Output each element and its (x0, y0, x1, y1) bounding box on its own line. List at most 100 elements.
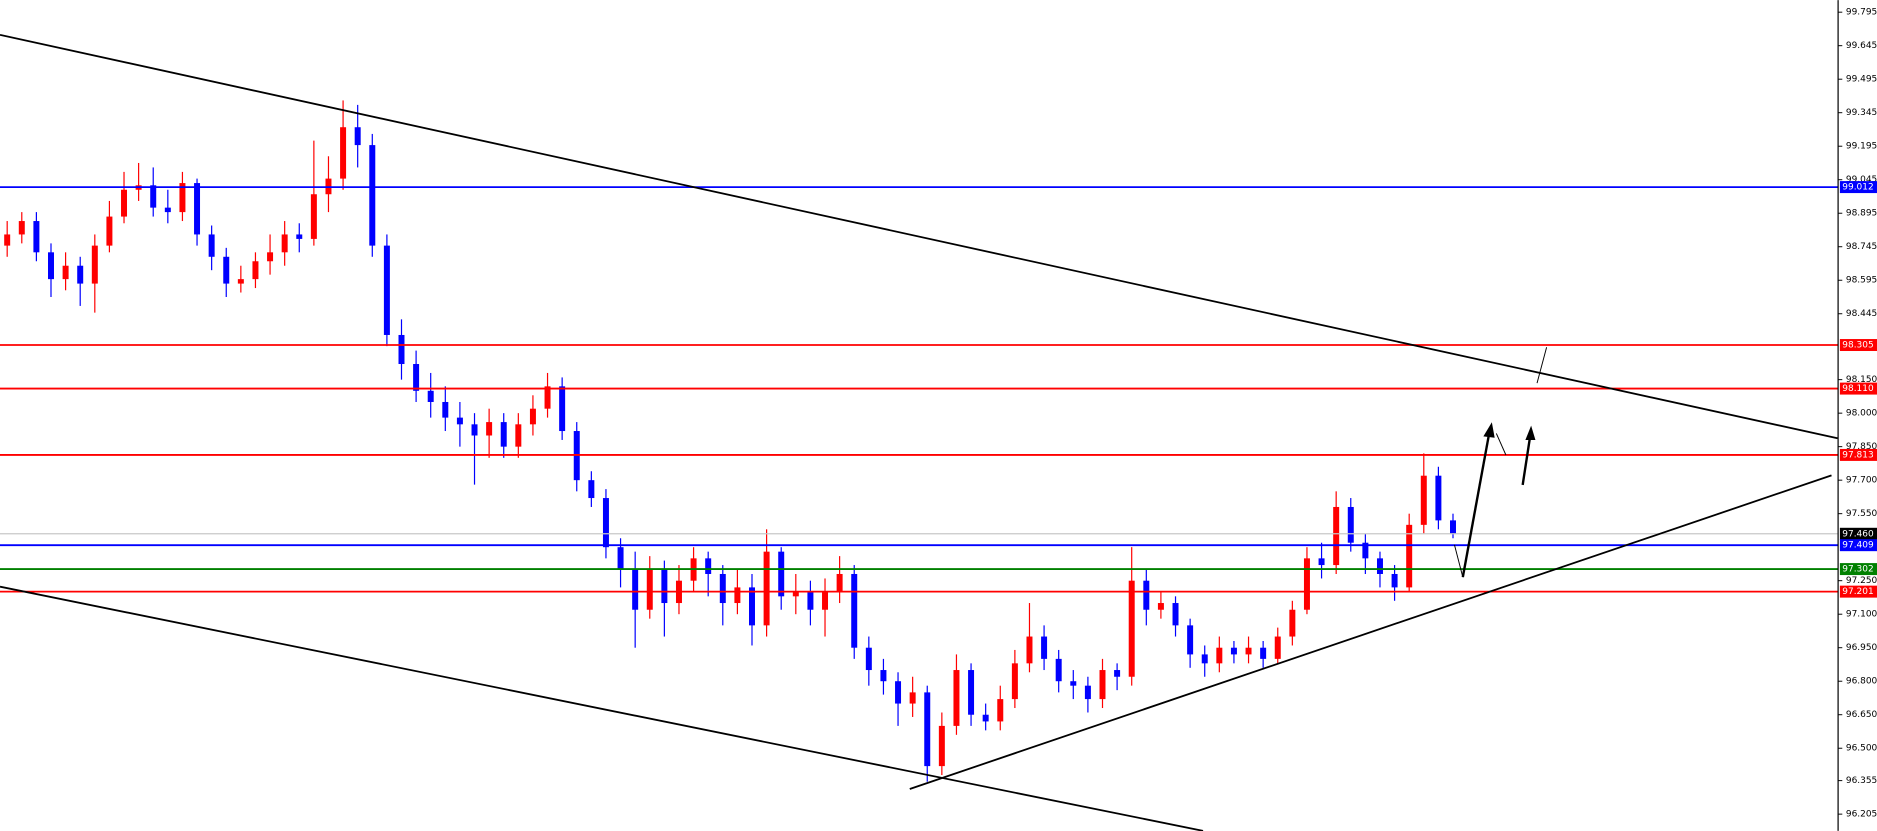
candle-body (281, 234, 288, 253)
y-tick-label: 96.500 (1846, 744, 1877, 754)
candle-body (1391, 573, 1398, 588)
trend-line (909, 474, 1832, 790)
arrow-head (1483, 422, 1495, 438)
levels: 99.012 98.305 98.110 97.813 97.460 97.409 97.3… (0, 181, 1877, 598)
y-tick-label: 99.345 (1846, 108, 1877, 118)
candle-body (1245, 647, 1252, 655)
candle-body (1026, 636, 1033, 664)
candle-body (1041, 636, 1048, 659)
candle-body (208, 234, 215, 257)
candle-body (559, 386, 566, 432)
candle-body (1420, 475, 1427, 525)
level-label-bg (1839, 539, 1877, 552)
candle-body (4, 234, 11, 246)
candle-body (719, 573, 726, 604)
candle-body (223, 256, 230, 284)
trend-line (0, 585, 1204, 831)
projection-line (1495, 433, 1507, 456)
level-label: 98.305 (1842, 341, 1873, 351)
level-label-bg (1839, 527, 1877, 540)
candle-body (369, 145, 376, 246)
candle-body (310, 194, 317, 239)
candle-body (1303, 558, 1310, 610)
y-tick-label: 96.650 (1846, 710, 1877, 720)
candle-body (1347, 506, 1354, 543)
candle-body (91, 245, 98, 284)
candle-body (354, 127, 361, 146)
candle-body (150, 185, 157, 208)
y-tick-label: 96.205 (1846, 810, 1877, 820)
candle-body (1333, 506, 1340, 566)
candle-body (48, 252, 54, 280)
candle-body (807, 591, 814, 610)
candle-body (822, 591, 829, 610)
candle-body (880, 670, 887, 682)
candles (4, 100, 1456, 782)
y-tick-label: 97.550 (1846, 509, 1877, 519)
level-label: 98.110 (1842, 384, 1874, 394)
y-tick-label: 98.745 (1846, 242, 1877, 252)
candle-body (617, 547, 624, 570)
candle-body (1376, 558, 1383, 574)
candle-body (237, 279, 244, 284)
candle-body (1143, 580, 1150, 610)
candle-body (515, 424, 522, 447)
candle-body (661, 569, 668, 604)
y-tick-label: 96.800 (1846, 677, 1877, 687)
y-tick-label: 97.700 (1846, 476, 1877, 486)
y-tick-label: 96.950 (1846, 643, 1877, 653)
y-tick-label: 97.250 (1846, 576, 1877, 586)
candle-body (1157, 603, 1164, 610)
level-label-bg (1839, 339, 1877, 352)
candle-body (1201, 654, 1208, 664)
y-tick-label: 97.100 (1846, 610, 1877, 620)
candle-body (1114, 670, 1121, 677)
level-label-bg (1839, 448, 1877, 461)
candle-body (1450, 520, 1456, 534)
projection-arrow (1521, 438, 1532, 486)
candle-body (1099, 670, 1106, 700)
candle-body (588, 480, 595, 499)
candle-body (121, 189, 128, 217)
y-tick-label: 99.645 (1846, 41, 1877, 51)
candle-body (602, 498, 609, 548)
projection-arrow (1461, 433, 1491, 578)
level-label: 97.201 (1842, 587, 1873, 597)
candle-body (792, 591, 799, 597)
y-tick-label: 99.495 (1846, 75, 1877, 85)
y-tick-label: 99.195 (1846, 142, 1877, 152)
candle-body (529, 408, 536, 425)
candle-body (909, 692, 916, 704)
candle-body (442, 401, 449, 418)
y-tick-label: 98.445 (1846, 309, 1877, 319)
level-label: 99.012 (1842, 183, 1873, 193)
level-label-bg (1839, 382, 1877, 395)
candle-body (1362, 542, 1369, 559)
candle-body (778, 551, 785, 597)
candle-body (734, 587, 741, 604)
candle-body (1318, 558, 1325, 566)
candle-body (1289, 609, 1296, 637)
candle-body (413, 364, 420, 391)
candle-body (1084, 685, 1091, 700)
y-tick-label: 97.850 (1846, 442, 1877, 452)
price-axis: 99.795 99.645 99.495 99.345 99.195 99.045 98.8… (1837, 8, 1877, 820)
candle-body (851, 573, 858, 648)
y-tick-label: 98.595 (1846, 276, 1877, 286)
candle-body (33, 221, 40, 253)
candle-body (252, 261, 259, 280)
candle-body (194, 183, 201, 235)
candle-body (1011, 663, 1018, 700)
projection-line (1453, 544, 1464, 578)
candle-body (486, 422, 493, 436)
candle-body (179, 183, 186, 213)
candle-body (267, 252, 274, 262)
candle-body (763, 551, 770, 626)
candle-body (1230, 647, 1237, 655)
candle-body (18, 221, 25, 235)
candle-body (62, 265, 69, 280)
level-label-bg (1839, 181, 1877, 194)
candle-body (544, 386, 551, 409)
